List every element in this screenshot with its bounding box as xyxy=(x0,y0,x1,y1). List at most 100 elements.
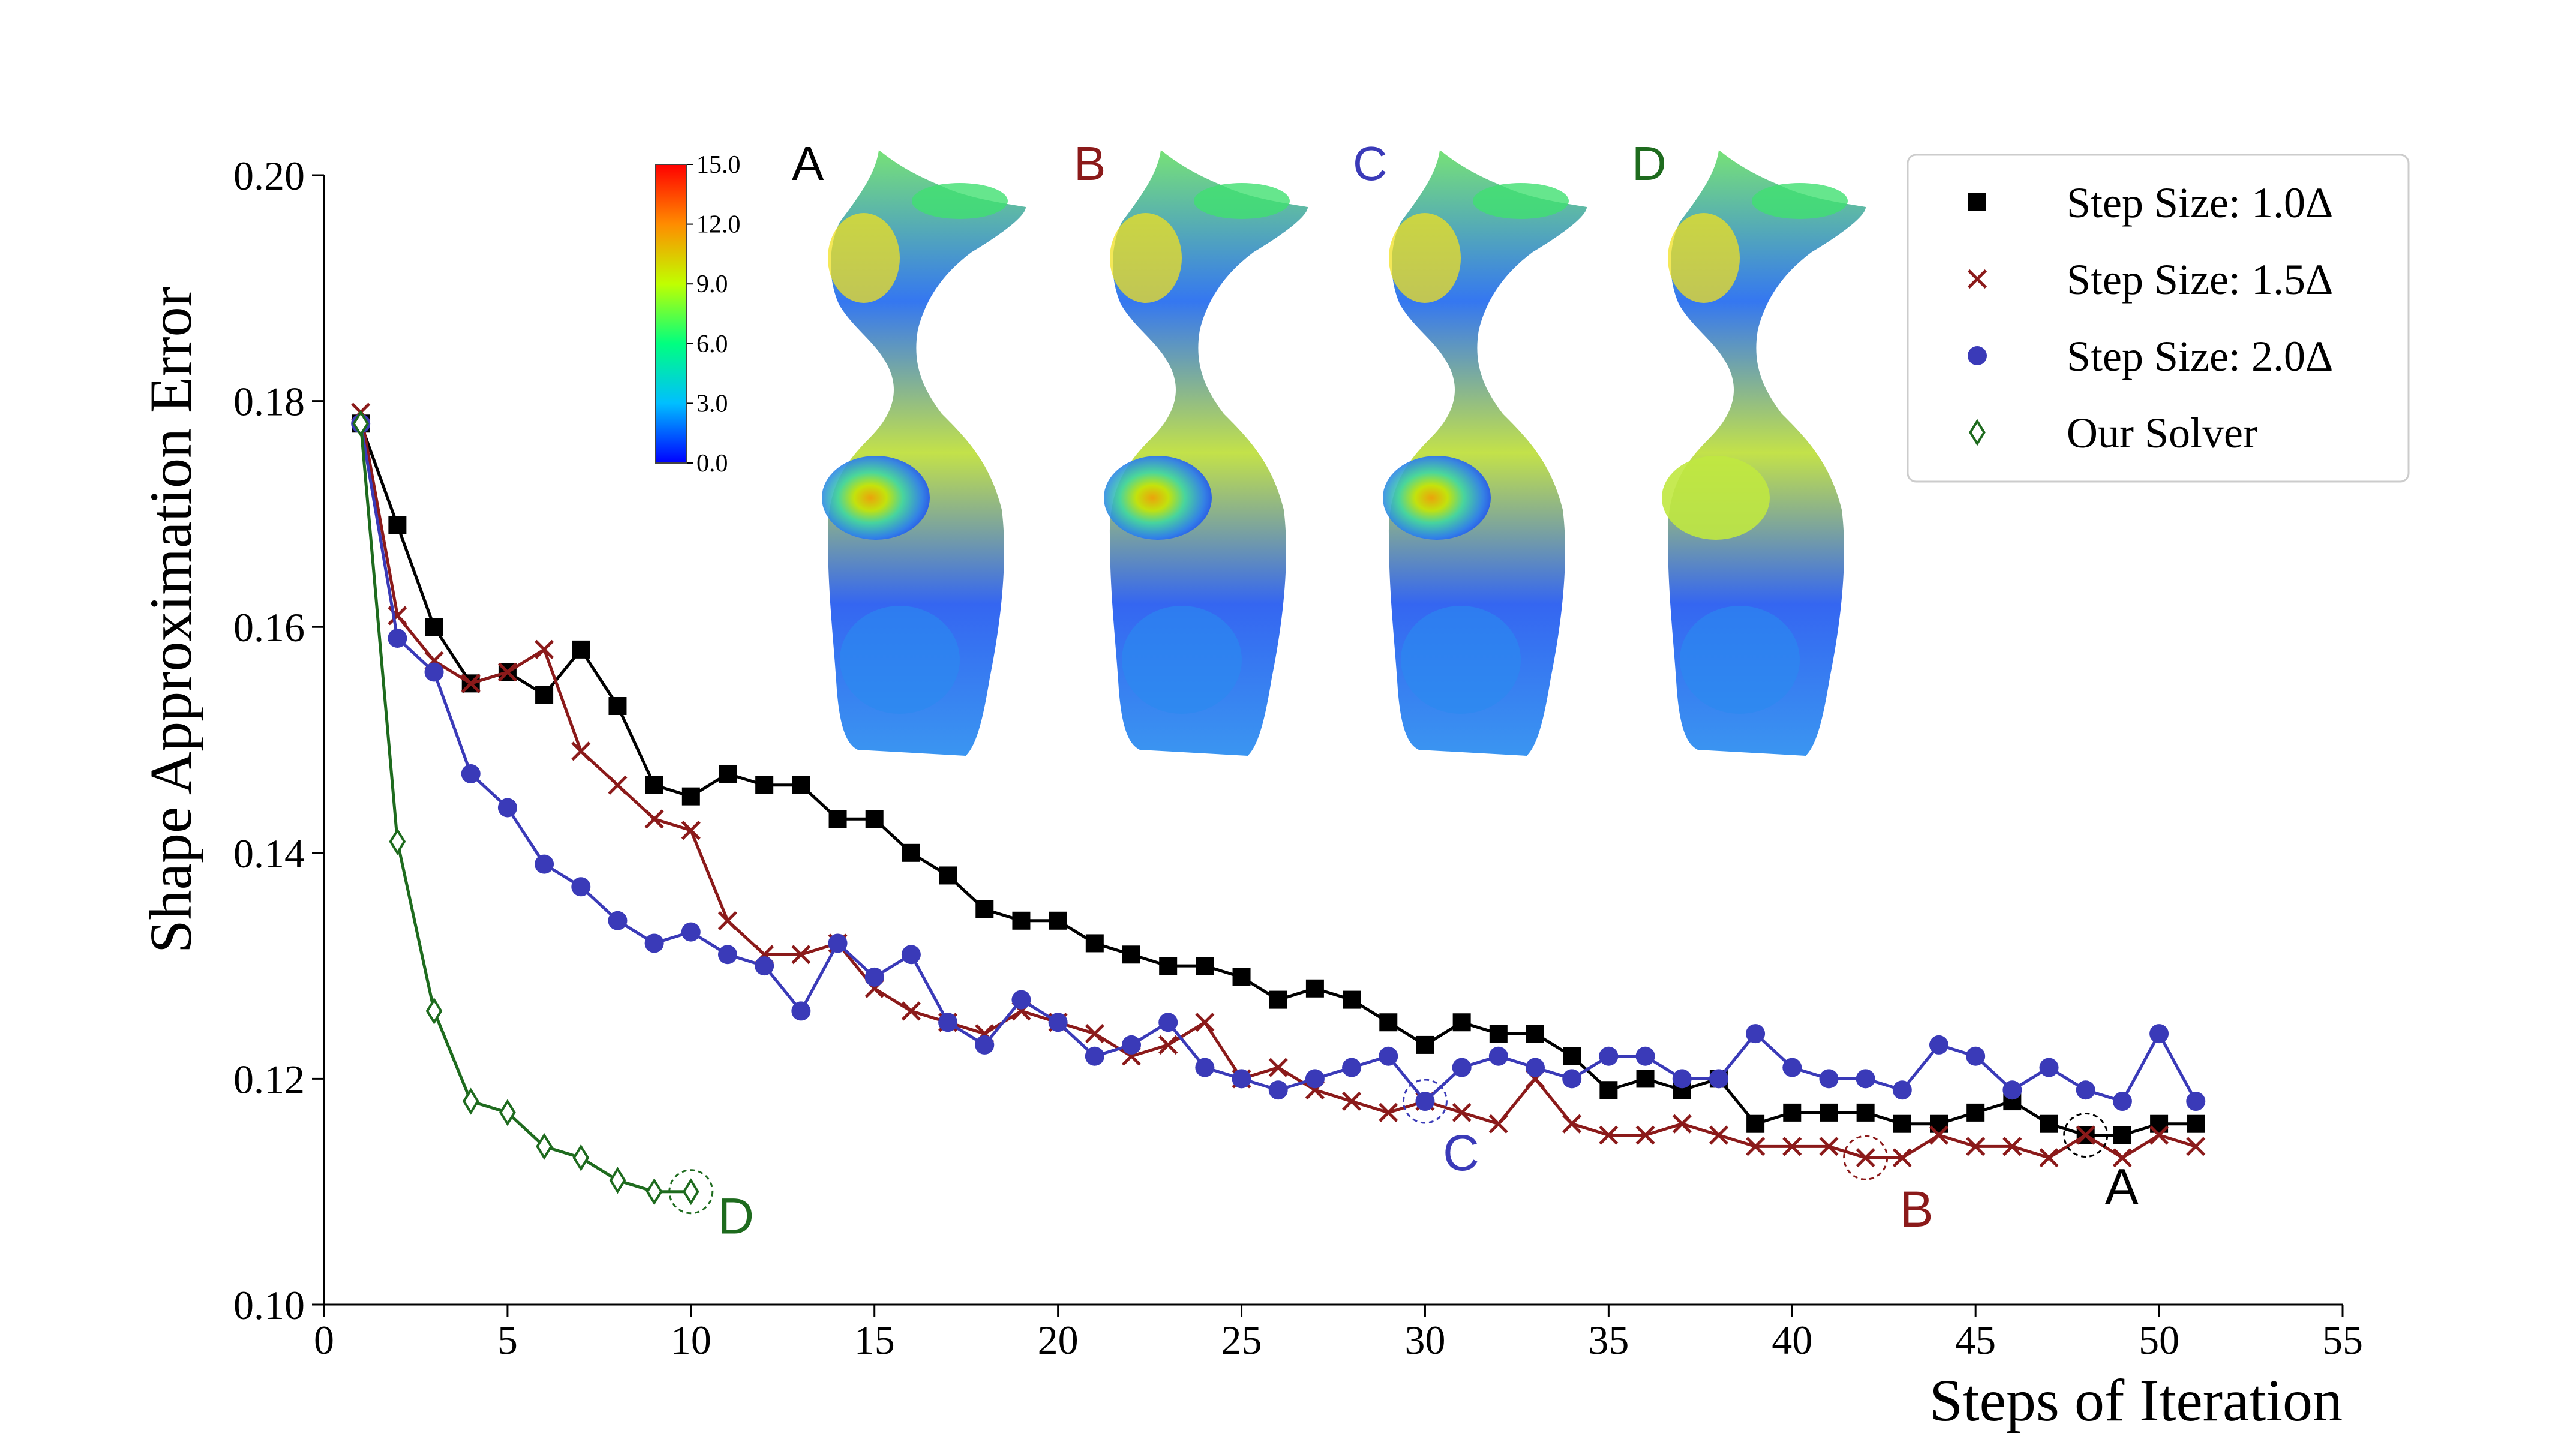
inset-body-d xyxy=(1662,150,1866,756)
data-point xyxy=(1820,1103,1838,1122)
data-point xyxy=(755,776,774,794)
data-point xyxy=(1893,1114,1911,1133)
heat-spot xyxy=(828,213,900,303)
data-point xyxy=(1526,1025,1544,1043)
data-point xyxy=(792,776,810,794)
data-point xyxy=(975,900,994,918)
data-point xyxy=(1011,990,1031,1010)
data-point xyxy=(1085,1024,1104,1044)
heat-spot xyxy=(1473,183,1569,219)
data-point xyxy=(1416,1035,1434,1054)
inset-label: C xyxy=(1353,137,1388,190)
data-point xyxy=(2002,1080,2022,1100)
data-point xyxy=(572,1144,590,1171)
data-point xyxy=(1195,1013,1215,1032)
legend-entry: Our Solver xyxy=(1969,409,2257,457)
data-point xyxy=(2149,1125,2169,1145)
data-point xyxy=(1452,1013,1471,1032)
data-point xyxy=(828,810,847,828)
data-point xyxy=(1635,1046,1655,1066)
data-point xyxy=(1783,1103,1802,1122)
data-point xyxy=(719,764,737,783)
annotation-circle xyxy=(2063,1113,2109,1158)
data-point xyxy=(644,933,664,953)
data-point xyxy=(497,662,517,682)
data-point xyxy=(2002,1137,2022,1156)
data-point xyxy=(1342,1058,1362,1077)
data-point xyxy=(352,410,370,437)
data-point xyxy=(1599,1125,1619,1145)
data-point xyxy=(1562,1069,1582,1089)
data-point xyxy=(1966,1046,1986,1066)
y-axis-label: Shape Approximation Error xyxy=(137,287,204,953)
data-point xyxy=(901,945,921,965)
data-point xyxy=(644,809,664,829)
data-point xyxy=(1782,1058,1802,1077)
data-point xyxy=(865,810,884,828)
colorbar-tick-label: 9.0 xyxy=(696,271,728,298)
data-point xyxy=(462,1087,479,1115)
x-tick-label: 20 xyxy=(1038,1317,1079,1363)
data-point xyxy=(1526,1058,1545,1077)
data-point xyxy=(864,967,884,987)
data-point xyxy=(2076,1080,2095,1100)
data-point xyxy=(424,662,444,682)
y-tick-label: 0.18 xyxy=(233,379,305,425)
data-point xyxy=(1379,1046,1398,1066)
body-surface xyxy=(1389,150,1587,756)
data-point xyxy=(608,911,628,930)
data-point xyxy=(572,640,590,659)
heat-spot xyxy=(1662,456,1770,540)
x-tick-label: 35 xyxy=(1588,1317,1629,1363)
data-point xyxy=(388,629,407,648)
data-point xyxy=(1232,1069,1251,1089)
legend-marker xyxy=(1968,193,1986,211)
annotation-circle xyxy=(668,1169,714,1215)
x-tick-label: 45 xyxy=(1955,1317,1996,1363)
series-line xyxy=(359,423,691,1194)
data-point xyxy=(2149,1024,2169,1044)
legend-label: Step Size: 1.5Δ xyxy=(2067,256,2333,304)
data-point xyxy=(1085,934,1104,953)
data-point xyxy=(1563,1047,1581,1065)
heat-spot xyxy=(1122,606,1242,714)
body-surface xyxy=(1110,150,1308,756)
data-point xyxy=(681,787,700,806)
data-point xyxy=(1635,1125,1655,1145)
heat-spot xyxy=(1110,213,1182,303)
data-point xyxy=(1599,1046,1619,1066)
data-point xyxy=(497,798,517,818)
legend-entry: Step Size: 2.0Δ xyxy=(1968,332,2333,380)
data-point xyxy=(1782,1137,1802,1156)
x-tick-label: 10 xyxy=(671,1317,711,1363)
data-point xyxy=(1379,1013,1398,1032)
heat-spot xyxy=(1680,606,1800,714)
annotation-label: C xyxy=(1443,1125,1479,1181)
data-point xyxy=(1709,1125,1728,1145)
data-point xyxy=(1819,1137,1839,1156)
colorbar-tick-label: 15.0 xyxy=(696,151,741,179)
data-point xyxy=(1268,1080,1288,1100)
data-point xyxy=(1672,1069,1692,1089)
inset-label: A xyxy=(792,137,824,190)
data-point xyxy=(1122,1035,1141,1055)
data-point xyxy=(1892,1080,1912,1100)
inset-body-c xyxy=(1383,150,1587,756)
body-surface xyxy=(828,150,1026,756)
data-point xyxy=(425,997,443,1025)
data-point xyxy=(1085,1046,1104,1066)
data-point xyxy=(2186,1092,2206,1111)
data-point xyxy=(535,686,554,704)
data-point xyxy=(1746,1024,1766,1044)
series-4 xyxy=(352,410,699,1206)
data-point xyxy=(1158,1013,1178,1032)
data-point xyxy=(1488,1114,1508,1134)
legend-box xyxy=(1907,154,2410,483)
data-point xyxy=(645,776,663,794)
data-point xyxy=(1672,1114,1692,1134)
data-point xyxy=(645,1178,663,1206)
data-point xyxy=(939,866,957,885)
data-point xyxy=(425,618,443,636)
data-point xyxy=(682,1178,699,1206)
y-tick-label: 0.10 xyxy=(233,1282,305,1328)
